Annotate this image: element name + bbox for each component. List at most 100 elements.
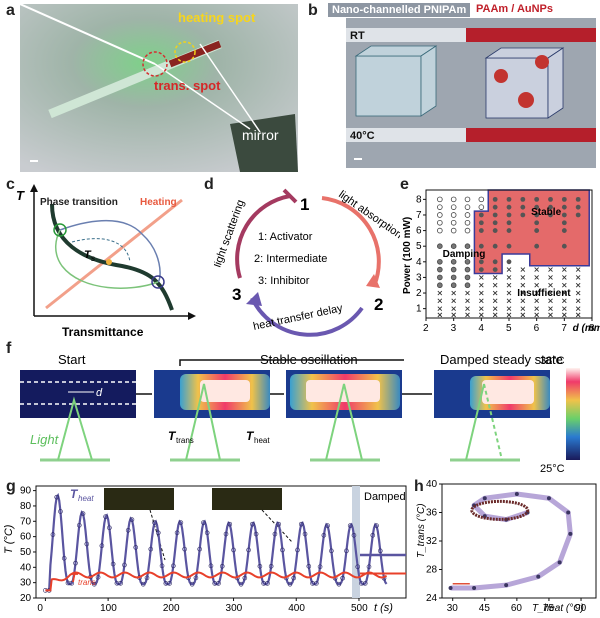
damping-point	[464, 227, 471, 234]
insufficient-point	[506, 312, 512, 318]
insufficient-point	[575, 275, 581, 280]
h-point	[566, 510, 571, 515]
stable-point	[575, 196, 581, 202]
t-heat-point	[317, 564, 323, 570]
insufficient-point	[492, 290, 498, 296]
damping-point	[437, 204, 443, 210]
t-heat-point	[272, 531, 278, 537]
t-heat-point	[171, 563, 176, 569]
stable-point	[561, 204, 567, 210]
aunp-1	[494, 69, 508, 83]
insufficient-point	[575, 298, 581, 304]
damping-point	[464, 274, 471, 281]
phase-label: Phase transition	[40, 197, 118, 208]
stable-point	[534, 196, 540, 202]
ts-sub: s	[91, 254, 95, 263]
g-frame	[35, 485, 407, 599]
stable-point	[520, 212, 526, 218]
insufficient-point	[451, 290, 456, 296]
t-heat-point	[58, 509, 63, 514]
e-x-tick-label: 4	[478, 323, 484, 334]
insufficient-point	[534, 267, 539, 272]
t-heat-point	[344, 548, 349, 554]
insufficient-point	[562, 290, 567, 296]
g-x-tick-label: 500	[351, 603, 368, 614]
insufficient-point	[520, 282, 526, 288]
stable-label: Stable	[531, 207, 561, 218]
insufficient-point	[465, 298, 470, 304]
damping-point	[437, 274, 443, 281]
insufficient-point	[520, 290, 526, 296]
paam-title: PAAm / AuNPs	[476, 3, 554, 15]
t-heat-point	[152, 520, 157, 525]
stable-region	[473, 189, 590, 275]
damping-point	[450, 212, 457, 218]
e-x-tick-label: 7	[561, 323, 567, 334]
panel-letter-d: d	[204, 176, 214, 193]
heating-line	[45, 198, 183, 310]
t-heat-point	[362, 581, 368, 586]
g-x-tick-label: 100	[100, 603, 117, 614]
panel-letter-e: e	[400, 176, 409, 193]
insufficient-point	[465, 306, 470, 311]
h-x-tick-label: 90	[575, 603, 587, 614]
stable-point	[492, 220, 498, 226]
stable-point	[520, 204, 526, 210]
stable-point	[492, 204, 498, 210]
t-heat-point	[204, 530, 210, 536]
h-point	[514, 491, 519, 496]
t-heat-point	[246, 547, 251, 553]
insufficient-point	[562, 267, 567, 272]
t-heat-point	[129, 517, 135, 522]
t-heat-point	[242, 575, 248, 581]
insufficient-point	[548, 290, 553, 296]
g-y-tick-label: 70	[20, 516, 32, 527]
t-heat-point	[276, 521, 281, 527]
delay-arc	[250, 297, 364, 337]
insufficient-point	[437, 298, 443, 304]
t-heat-point	[54, 494, 59, 500]
t-heat-point	[325, 523, 330, 528]
f-ttrans-sub: trans	[176, 436, 194, 445]
damping-point	[450, 266, 457, 273]
h-x-tick-label: 30	[447, 603, 459, 614]
insufficient-point	[479, 306, 484, 311]
panel-b-photo: RT 40°C	[346, 18, 596, 168]
e-y-tick-label: 5	[416, 241, 422, 252]
t-heat-point	[223, 531, 229, 537]
insufficient-point	[437, 312, 443, 318]
heating-label: Heating	[140, 197, 177, 208]
damping-point	[437, 212, 443, 218]
t-heat-point	[227, 521, 233, 527]
t-heat-point	[182, 546, 187, 552]
h-y-tick-label: 24	[426, 593, 438, 604]
insufficient-point	[520, 312, 526, 318]
stable-point	[478, 228, 484, 233]
h-y-tick-label: 28	[426, 565, 438, 576]
stable-point	[548, 212, 553, 218]
e-y-label: Power (100 mW)	[402, 217, 413, 294]
panel-d-cycle: 1 2 3 1: Activator 2: Intermediate 3: In…	[214, 188, 400, 337]
f-ttrans: T	[168, 429, 177, 443]
stable-point	[534, 204, 540, 210]
t-heat-point	[189, 581, 195, 587]
f-light-label: Light	[30, 432, 60, 447]
e-y-tick-label: 7	[416, 210, 422, 221]
insufficient-point	[520, 306, 526, 311]
light-absorption-text: light absorption	[336, 189, 400, 242]
laser-beam	[20, 4, 156, 65]
t-heat-point	[280, 547, 285, 553]
e-y-tick-label: 2	[416, 288, 422, 299]
rt-label: RT	[350, 30, 365, 42]
insufficient-point	[437, 290, 443, 296]
insufficient-point	[492, 312, 498, 318]
c-y-label: T	[16, 188, 25, 203]
insufficient-point	[534, 306, 539, 311]
insufficient-point	[548, 282, 553, 288]
panel-letter-h: h	[414, 478, 424, 495]
t-heat-point	[118, 580, 123, 586]
t-heat-point	[122, 562, 127, 568]
e-y-tick-label: 4	[416, 257, 422, 268]
insufficient-point	[548, 312, 553, 318]
insufficient-point	[534, 275, 539, 280]
